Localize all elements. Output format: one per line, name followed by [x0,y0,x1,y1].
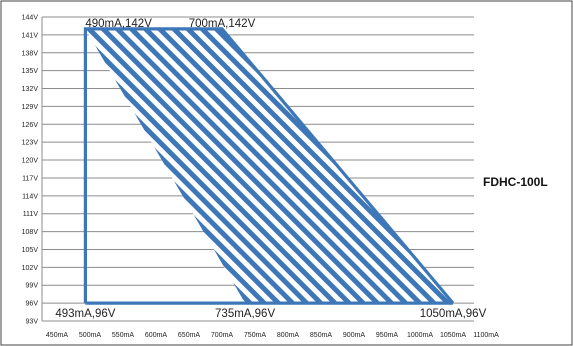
corner-annotation: 700mA,142V [189,18,256,30]
y-tick-label: 132V [22,86,39,93]
y-tick-label: 123V [22,140,39,147]
corner-annotation: 490mA,142V [85,18,152,30]
corner-annotation: 735mA,96V [215,308,275,320]
x-tick-label: 1100mA [473,332,499,339]
y-tick-label: 114V [22,193,38,200]
x-tick-label: 750mA [244,332,267,339]
corner-annotation: 1050mA,96V [420,308,487,320]
y-tick-label: 138V [22,50,39,57]
model-label: FDHC-100L [483,175,548,189]
x-tick-label: 500mA [79,332,102,339]
y-tick-label: 129V [22,104,39,111]
x-axis-ticks: 450mA 500mA 550mA 600mA 650mA 700mA 750mA 800mA… [46,332,499,339]
y-tick-label: 144V [22,15,39,22]
y-tick-label: 108V [22,229,39,236]
y-tick-label: 126V [22,122,39,129]
x-tick-label: 900mA [343,332,366,339]
y-tick-label: 120V [22,158,39,165]
x-tick-label: 800mA [277,332,300,339]
y-axis-ticks: 93V 96V 99V 102V 105V 108V 111V 114V 117V 120V 123… [22,15,39,326]
x-tick-label: 950mA [376,332,399,339]
x-tick-label: 600mA [145,332,168,339]
x-tick-label: 650mA [178,332,201,339]
y-tick-label: 93V [26,319,39,326]
x-tick-label: 700mA [211,332,234,339]
x-tick-label: 850mA [310,332,333,339]
y-tick-label: 102V [22,265,39,272]
hatched-region [85,28,454,304]
y-tick-label: 141V [22,32,39,39]
corner-annotation: 493mA,96V [55,308,115,320]
y-tick-label: 135V [22,68,39,75]
y-tick-label: 96V [26,301,39,308]
x-tick-label: 1000mA [407,332,433,339]
y-tick-label: 105V [22,247,39,254]
operating-region [83,27,455,305]
y-tick-label: 111V [23,211,39,218]
x-tick-label: 1050mA [440,332,466,339]
corner-annotations: 490mA,142V 700mA,142V 493mA,96V 735mA,96V 10… [55,18,486,320]
region-outline [83,27,455,305]
x-tick-label: 450mA [46,332,69,339]
x-tick-label: 550mA [112,332,135,339]
y-tick-label: 99V [26,283,39,290]
y-tick-label: 117V [22,175,38,182]
